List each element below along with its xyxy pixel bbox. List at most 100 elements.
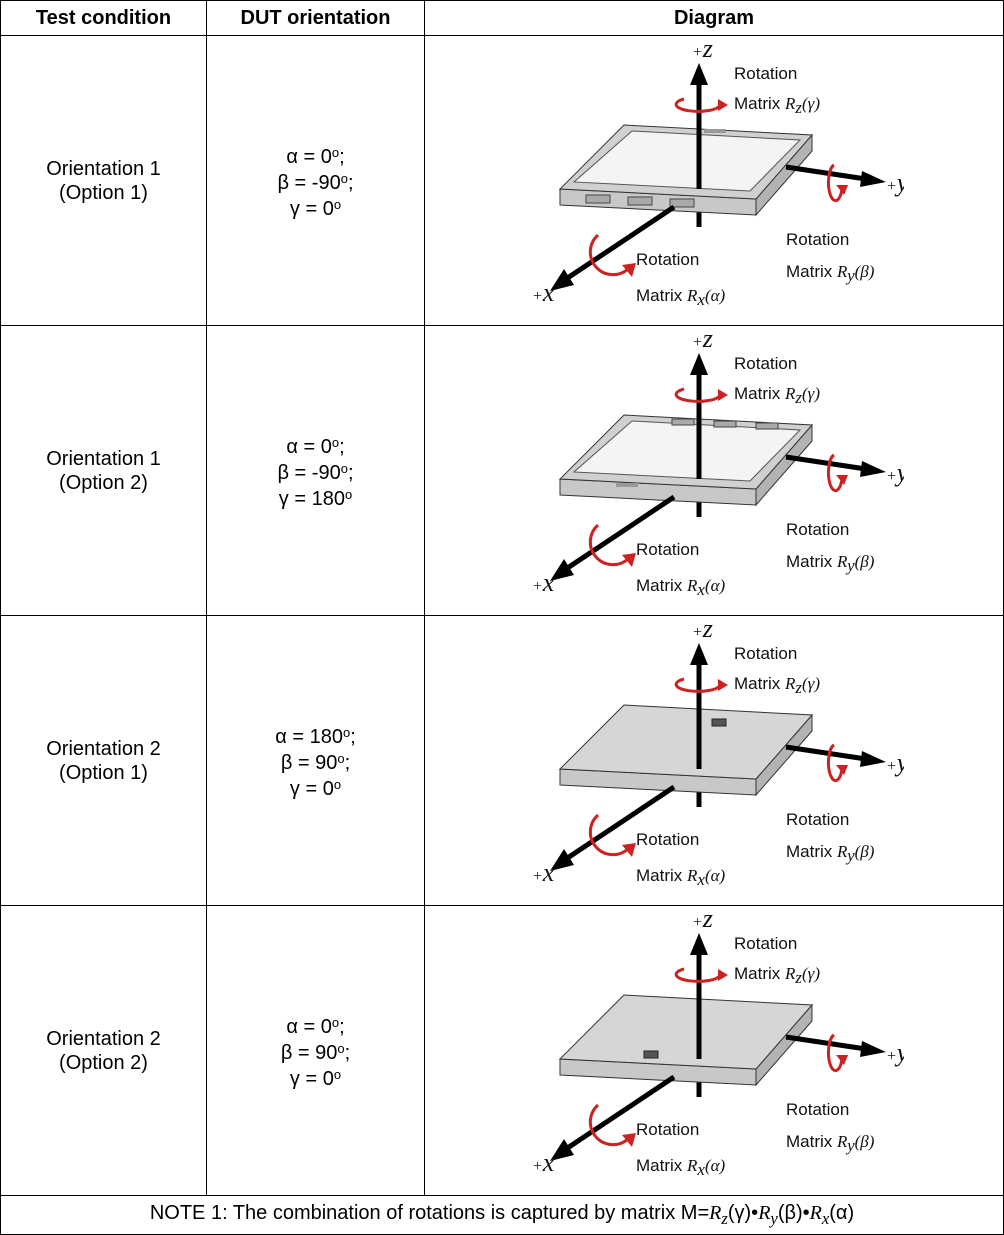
x-rotation-arrowhead <box>622 1132 636 1147</box>
z-rotation-arrowhead <box>718 98 728 111</box>
z-axis-label: +z <box>692 39 713 63</box>
device-button <box>669 198 695 207</box>
device-button <box>671 418 695 425</box>
z-rotation-arrow <box>674 97 722 113</box>
alpha-value: α = 0o; <box>286 144 345 168</box>
y-axis-arrowhead <box>860 170 886 187</box>
table-row: Orientation 2 (Option 1) α = 180o; β = 9… <box>0 615 1004 906</box>
table-row: Orientation 2 (Option 2) α = 0o; β = 90o… <box>0 905 1004 1196</box>
y-axis-arrowhead <box>860 460 886 477</box>
y-rotation-arrowhead <box>836 184 848 195</box>
alpha-value: α = 180o; <box>275 724 356 748</box>
rz-matrix-label: Matrix Rz(γ) <box>734 384 820 407</box>
ry-matrix-label: Matrix Ry(β) <box>786 552 875 575</box>
diagram-cell: +z +y +x Rotation Matrix Rz(γ) Rotation Matrix… <box>424 35 1004 326</box>
test-condition-cell: Orientation 2 (Option 2) <box>0 905 207 1196</box>
rz-rotation-label: Rotation <box>734 64 797 83</box>
dut-orientation-cell: α = 0o; β = 90o; γ = 0o <box>206 905 425 1196</box>
dut-orientation-cell: α = 0o; β = -90o; γ = 0o <box>206 35 425 326</box>
z-axis-arrowhead <box>690 642 708 665</box>
condition-option: (Option 2) <box>59 471 148 494</box>
x-axis-arrowhead <box>550 558 574 581</box>
device-button <box>585 194 611 203</box>
ry-matrix-label: Matrix Ry(β) <box>786 262 875 285</box>
test-condition-cell: Orientation 2 (Option 1) <box>0 615 207 906</box>
y-axis-line <box>785 164 867 181</box>
x-axis-line <box>564 784 676 861</box>
gamma-value: γ = 0o <box>289 196 342 220</box>
y-axis-arrowhead <box>860 750 886 767</box>
rx-matrix-label: Matrix Rx(α) <box>636 1156 726 1179</box>
device-speaker <box>704 128 726 133</box>
condition-name: Orientation 2 <box>46 1027 161 1050</box>
x-axis-arrowhead <box>550 848 574 871</box>
x-rotation-arrow <box>588 813 629 856</box>
header-row: Test condition DUT orientation Diagram <box>0 0 1004 36</box>
ry-rotation-label: Rotation <box>786 1100 849 1119</box>
alpha-value: α = 0o; <box>286 1014 345 1038</box>
gamma-value: γ = 180o <box>278 486 353 510</box>
device-button <box>627 196 653 205</box>
z-rotation-arrowhead <box>718 388 728 401</box>
gamma-value: γ = 0o <box>289 776 342 800</box>
z-axis-arrowhead <box>690 932 708 955</box>
dut-orientation-cell: α = 0o; β = -90o; γ = 180o <box>206 325 425 616</box>
x-rotation-arrowhead <box>622 842 636 857</box>
rx-rotation-label: Rotation <box>636 250 699 269</box>
rz-matrix-label: Matrix Rz(γ) <box>734 94 820 117</box>
rx-matrix-label: Matrix Rx(α) <box>636 866 726 889</box>
beta-value: β = -90o; <box>277 460 354 484</box>
y-rotation-arrowhead <box>836 474 848 485</box>
gamma-value: γ = 0o <box>289 1066 342 1090</box>
x-rotation-arrow <box>588 523 629 566</box>
x-axis-label: +x <box>532 858 555 887</box>
device-button <box>713 420 737 427</box>
condition-option: (Option 2) <box>59 1051 148 1074</box>
rz-rotation-label: Rotation <box>734 644 797 663</box>
z-axis-arrowhead <box>690 352 708 375</box>
z-rotation-arrowhead <box>718 678 728 691</box>
device-button <box>755 422 779 429</box>
rotation-diagram: +z +y +x Rotation Matrix Rz(γ) Rotation Matrix… <box>532 619 904 889</box>
device-screen <box>572 129 802 192</box>
condition-name: Orientation 1 <box>46 157 161 180</box>
y-axis-arrowhead <box>860 1040 886 1057</box>
note-row: NOTE 1: The combination of rotations is … <box>0 1195 1004 1235</box>
test-condition-cell: Orientation 1 (Option 1) <box>0 35 207 326</box>
ry-rotation-label: Rotation <box>786 520 849 539</box>
z-rotation-arrow <box>674 387 722 403</box>
rz-rotation-label: Rotation <box>734 354 797 373</box>
ry-rotation-label: Rotation <box>786 810 849 829</box>
rz-rotation-label: Rotation <box>734 934 797 953</box>
x-rotation-arrow <box>588 1103 629 1146</box>
device-top-face <box>558 703 814 780</box>
z-rotation-arrow <box>674 967 722 983</box>
z-axis-arrowhead <box>690 62 708 85</box>
z-rotation-arrowhead <box>718 968 728 981</box>
y-rotation-arrowhead <box>836 1054 848 1065</box>
alpha-value: α = 0o; <box>286 434 345 458</box>
rx-rotation-label: Rotation <box>636 830 699 849</box>
y-axis-line <box>785 1034 867 1051</box>
table-row: Orientation 1 (Option 2) α = 0o; β = -90… <box>0 325 1004 616</box>
z-axis-label: +z <box>692 909 713 933</box>
header-diagram: Diagram <box>424 0 1004 36</box>
x-rotation-arrowhead <box>622 552 636 567</box>
z-axis-label: +z <box>692 619 713 643</box>
x-axis-label: +x <box>532 1148 555 1177</box>
x-axis-line <box>564 494 676 571</box>
rx-rotation-label: Rotation <box>636 1120 699 1139</box>
dut-orientation-cell: α = 180o; β = 90o; γ = 0o <box>206 615 425 906</box>
rx-matrix-label: Matrix Rx(α) <box>636 576 726 599</box>
header-test-condition: Test condition <box>0 0 207 36</box>
beta-value: β = -90o; <box>277 170 354 194</box>
y-axis-label: +y <box>886 1038 904 1067</box>
condition-name: Orientation 2 <box>46 737 161 760</box>
beta-value: β = 90o; <box>280 750 351 774</box>
device-top-face <box>558 993 814 1070</box>
ry-matrix-label: Matrix Ry(β) <box>786 1132 875 1155</box>
device-camera <box>711 718 727 726</box>
y-axis-line <box>785 744 867 761</box>
y-rotation-arrow <box>826 743 844 782</box>
